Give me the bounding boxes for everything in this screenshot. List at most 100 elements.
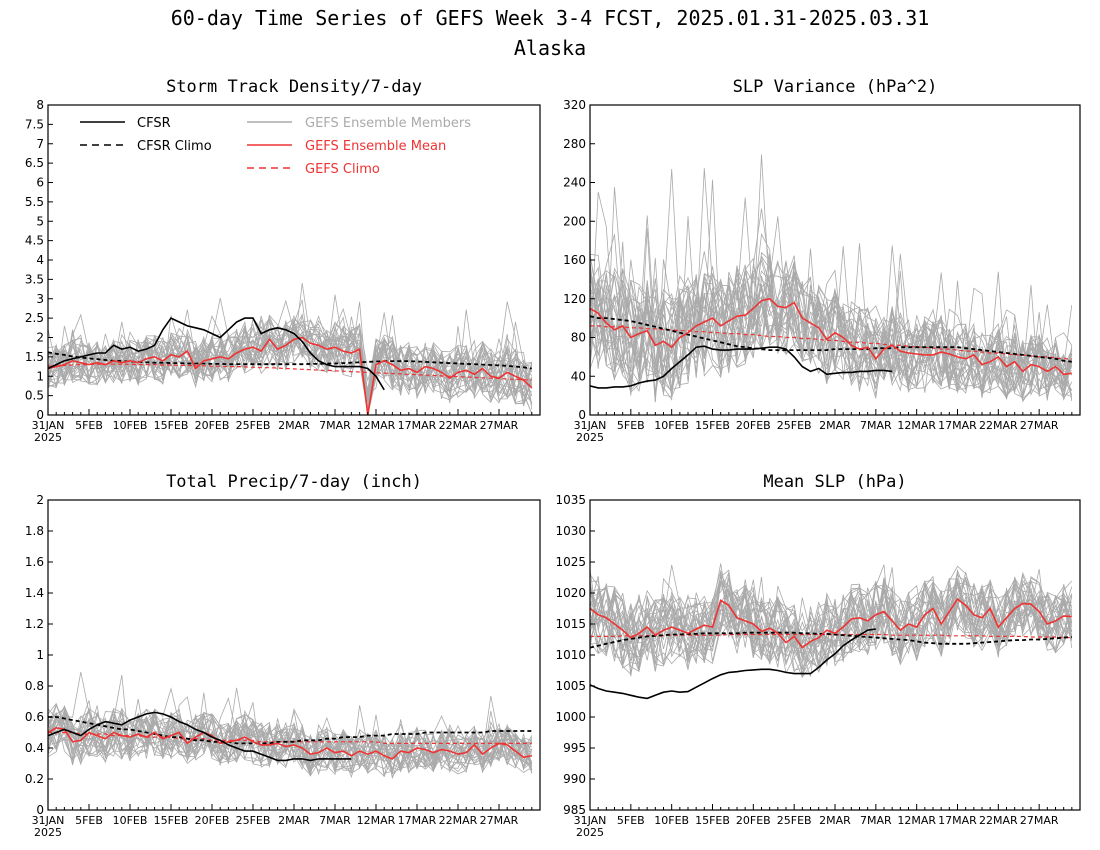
y-tick-label: 8	[36, 98, 44, 112]
ensemble-member-line	[590, 564, 1073, 667]
x-tick-label: 20FEB	[195, 814, 230, 827]
cfsr-line	[48, 317, 385, 391]
x-tick-label: 17MAR	[398, 814, 437, 827]
x-tick-label: 12MAR	[897, 419, 936, 432]
y-tick-label: 1030	[555, 524, 586, 538]
x-tick-label: 10FEB	[113, 419, 148, 432]
gefs-climo-line	[48, 363, 532, 381]
x-tick-label: 7MAR	[860, 814, 892, 827]
x-tick-label: 17MAR	[938, 419, 977, 432]
cfsr-climo-line	[48, 716, 532, 745]
y-tick-label: 4.5	[25, 234, 44, 248]
panel-title: Storm Track Density/7-day	[166, 77, 422, 97]
x-tick-label: 20FEB	[736, 419, 771, 432]
ens-mean-line	[590, 297, 1072, 376]
x-tick-label: 25FEB	[777, 814, 812, 827]
y-tick-label: 1035	[555, 493, 586, 507]
y-tick-label: 1.8	[25, 524, 44, 538]
x-tick-label: 2MAR	[819, 814, 851, 827]
plot-frame	[589, 499, 1081, 811]
plot-area	[590, 154, 1073, 403]
y-tick-label: 1	[36, 648, 44, 662]
storm-track-panel: Storm Track Density/7-day 0 0.5 1 1.5 2 2.5 3 3.…	[25, 77, 541, 444]
x-tick-label: 2MAR	[819, 419, 851, 432]
y-tick-label: 0.2	[25, 772, 44, 786]
ensemble-member-line	[48, 706, 533, 774]
y-tick-label: 1.2	[25, 617, 44, 631]
x-tick-label: 7MAR	[860, 419, 892, 432]
figure-title: 60-day Time Series of GEFS Week 3-4 FCST…	[171, 6, 930, 30]
y-tick-label: 6.5	[25, 156, 44, 170]
x-tick-label: 5FEB	[617, 419, 645, 432]
y-tick-label: 3.5	[25, 272, 44, 286]
x-tick-label: 20FEB	[736, 814, 771, 827]
x-year-label: 2025	[576, 431, 604, 444]
x-tick-label: 31JAN	[32, 419, 65, 432]
x-tick-label: 31JAN	[574, 814, 607, 827]
x-tick-label: 12MAR	[357, 419, 396, 432]
y-tick-label: 5.5	[25, 195, 44, 209]
ensemble-member-line	[590, 241, 1073, 395]
y-tick-label: 1	[36, 369, 44, 383]
y-tick-label: 2	[36, 331, 44, 345]
y-tick-label: 1.6	[25, 555, 44, 569]
y-tick-label: 280	[563, 137, 586, 151]
x-tick-label: 31JAN	[574, 419, 607, 432]
x-tick-label: 12MAR	[357, 814, 396, 827]
ensemble-member-line	[48, 322, 533, 397]
plot-area	[48, 672, 533, 779]
ensemble-member-line	[48, 711, 532, 777]
ens-mean-line	[48, 336, 533, 415]
ensemble-member-line	[48, 708, 532, 773]
y-tick-label: 985	[563, 803, 586, 817]
ensemble-member-line	[590, 279, 1073, 396]
x-tick-label: 17MAR	[398, 419, 437, 432]
y-tick-label: 0.5	[25, 389, 44, 403]
y-tick-label: 995	[563, 741, 586, 755]
y-tick-label: 0	[36, 803, 44, 817]
x-tick-label: 2MAR	[278, 419, 310, 432]
ensemble-member-line	[590, 191, 1073, 398]
ensemble-member-line	[590, 579, 1072, 665]
x-tick-label: 15FEB	[154, 814, 189, 827]
legend: CFSR CFSR Climo GEFS Ensemble Members GEFS …	[80, 116, 471, 177]
ensemble-member-line	[48, 707, 533, 775]
figure-subtitle-region: Alaska	[514, 36, 586, 60]
ensemble-member-line	[48, 705, 533, 773]
x-tick-label: 2MAR	[278, 814, 310, 827]
x-tick-label: 27MAR	[480, 419, 519, 432]
y-tick-label: 6	[36, 176, 44, 190]
y-tick-label: 7.5	[25, 117, 44, 131]
cfsr-line	[590, 345, 893, 389]
y-tick-label: 0.6	[25, 710, 44, 724]
y-tick-label: 1010	[555, 648, 586, 662]
x-tick-label: 5FEB	[75, 814, 103, 827]
y-tick-label: 5	[36, 214, 44, 228]
x-year-label: 2025	[34, 431, 62, 444]
x-year-label: 2025	[576, 826, 604, 839]
cfsr-line	[48, 711, 352, 762]
x-tick-label: 10FEB	[654, 419, 689, 432]
y-tick-label: 0	[36, 408, 44, 422]
legend-label-ens-mean: GEFS Ensemble Mean	[305, 139, 446, 154]
panel-title: Mean SLP (hPa)	[763, 472, 906, 492]
y-tick-label: 1005	[555, 679, 586, 693]
y-tick-label: 7	[36, 137, 44, 151]
legend-label-gefs-climo: GEFS Climo	[305, 162, 380, 177]
y-tick-label: 1020	[555, 586, 586, 600]
y-tick-label: 0.4	[25, 741, 44, 755]
x-tick-label: 20FEB	[195, 419, 230, 432]
y-tick-label: 990	[563, 772, 586, 786]
ens-mean-line	[590, 598, 1072, 649]
y-tick-label: 80	[571, 331, 586, 345]
y-tick-label: 160	[563, 253, 586, 267]
ensemble-member-line	[48, 709, 532, 776]
x-tick-label: 22MAR	[979, 814, 1018, 827]
ensemble-member-line	[590, 580, 1073, 672]
x-tick-label: 27MAR	[480, 814, 519, 827]
y-tick-label: 120	[563, 292, 586, 306]
ensemble-member-line	[590, 243, 1073, 401]
precip-panel: Total Precip/7-day (inch) 0 0.2 0.4 0.6 0.8 1 1…	[25, 472, 541, 839]
y-tick-label: 320	[563, 98, 586, 112]
